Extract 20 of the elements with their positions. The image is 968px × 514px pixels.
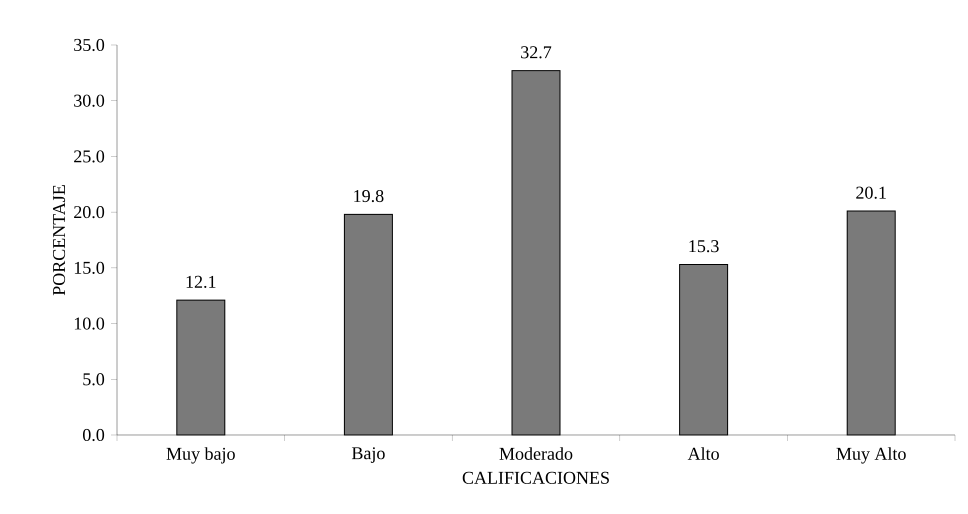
x-tick-label: Alto [688,447,719,460]
x-tick-label: Muy Alto [836,447,906,464]
x-tick-label: Bajo [352,447,385,463]
y-tick-label: 5.0 [83,373,104,386]
data-label: 32.7 [521,46,552,58]
x-tick-label: Muy bajo [166,447,235,464]
x-axis-title: CALIFICACIONES [462,472,609,484]
data-label: 19.8 [354,190,384,202]
y-axis-title: PORCENTAJE [53,185,66,296]
data-label: 12.1 [186,276,216,288]
y-tick-label: 20.0 [74,206,104,218]
y-tick-label: 30.0 [74,94,104,107]
y-tick-label: 15.0 [74,262,104,274]
y-tick-label: 35.0 [74,38,104,52]
data-label: 15.3 [689,240,719,252]
data-label: 20.1 [856,186,886,199]
x-tick-label: Moderado [500,447,572,460]
y-tick-label: 0.0 [82,428,104,442]
y-tick-label: 25.0 [74,150,104,163]
y-tick-label: 10.0 [74,317,104,330]
